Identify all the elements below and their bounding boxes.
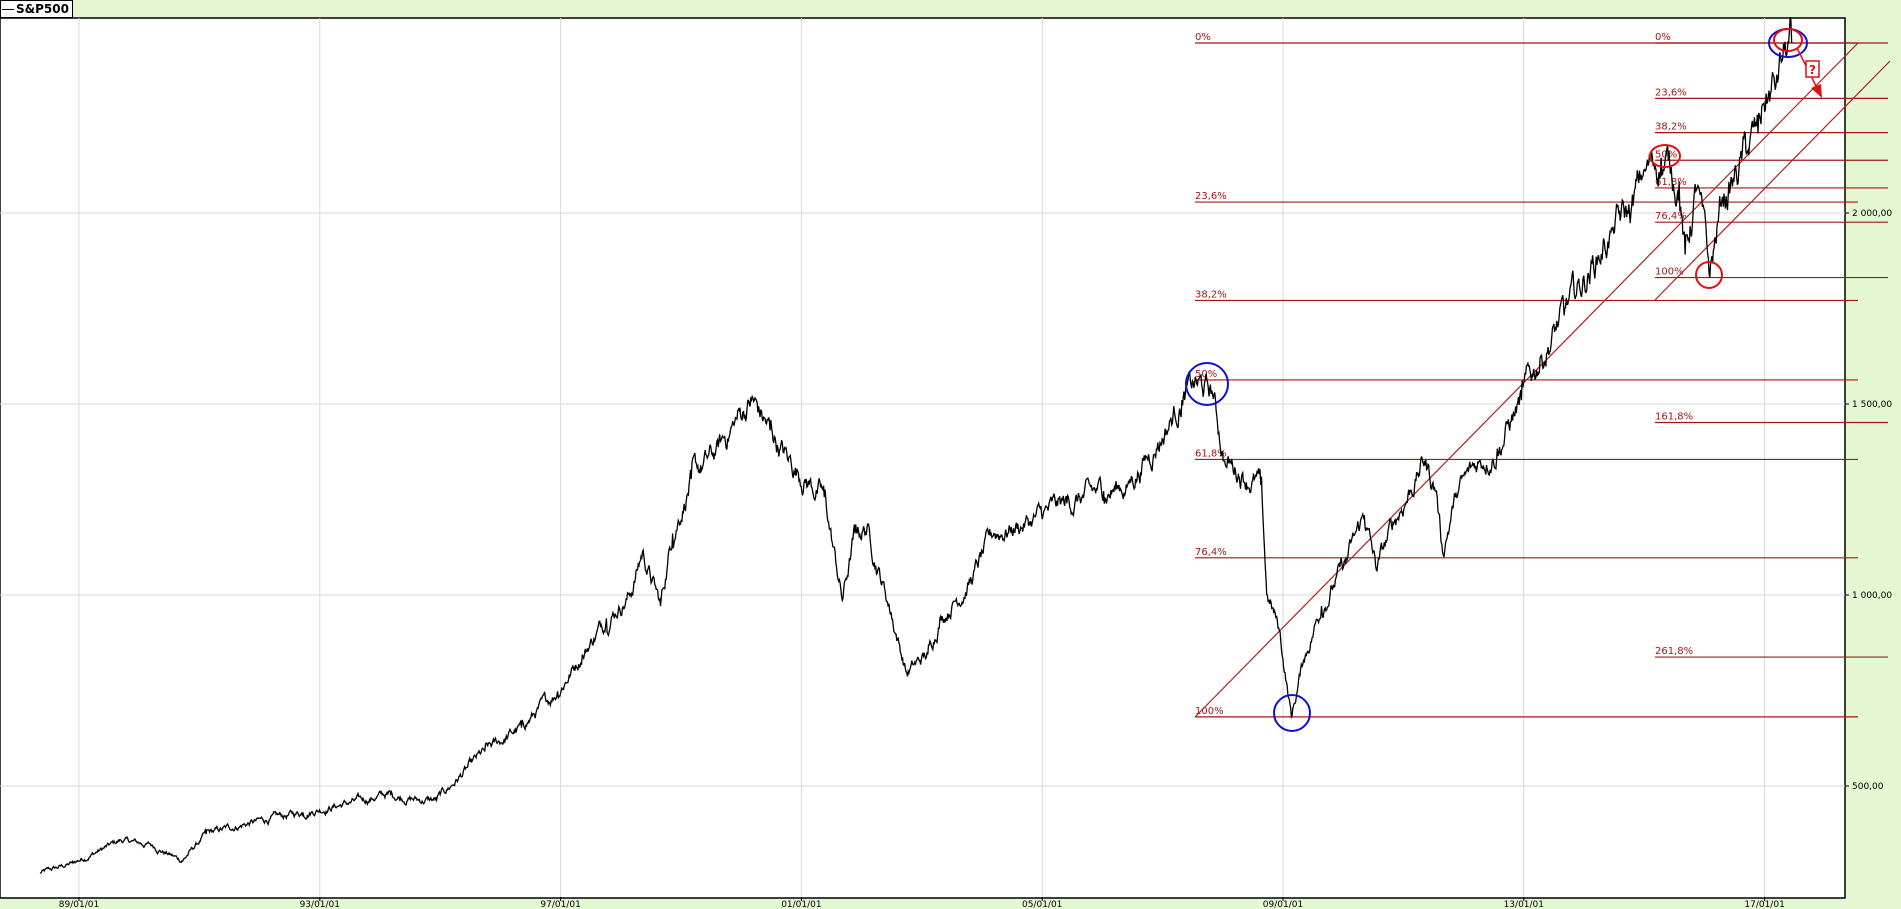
x-tick-label: 01/01/01 (781, 900, 821, 909)
blue-circle-2007-top (1185, 362, 1229, 406)
arrow-head-icon (1811, 84, 1822, 98)
x-tick-label: 89/01/01 (59, 900, 99, 909)
x-tick-label: 13/01/01 (1504, 900, 1544, 909)
red-circle-top (1773, 28, 1803, 52)
fib-level-label: 100% (1655, 267, 1684, 278)
trend-channel (1194, 42, 1891, 718)
y-tick-label: 2 000,00 (1852, 209, 1892, 219)
x-tick-label: 05/01/01 (1022, 900, 1062, 909)
fib-level-label: 23,6% (1655, 87, 1687, 98)
annotations: ? (1185, 28, 1822, 732)
trendline-parallel (1654, 60, 1891, 301)
fib-level-label: 261,8% (1655, 646, 1693, 657)
fib-level-label: 0% (1655, 32, 1671, 43)
x-tick-label: 97/01/01 (540, 900, 580, 909)
y-tick-label: 1 000,00 (1852, 591, 1892, 601)
fib-level-label: 0% (1195, 32, 1211, 43)
question-mark: ? (1809, 63, 1816, 77)
legend: S&P500 (0, 0, 73, 18)
fib-level-label: 38,2% (1655, 122, 1687, 133)
grid-lines (0, 18, 1845, 897)
fib-level-label: 100% (1195, 706, 1224, 717)
x-tick-label: 09/01/01 (1263, 900, 1303, 909)
fib-level-label: 61,8% (1195, 448, 1227, 459)
x-tick-label: 93/01/01 (300, 900, 340, 909)
red-circle-50pct (1649, 144, 1681, 168)
fib-level-label: 38,2% (1195, 289, 1227, 300)
legend-line-swatch (2, 8, 14, 10)
question-box (1805, 60, 1820, 78)
legend-label: S&P500 (16, 2, 69, 16)
y-tick-label: 500,00 (1852, 782, 1884, 792)
y-tick-label: 1 500,00 (1852, 400, 1892, 410)
fib-level-label: 61,8% (1655, 177, 1687, 188)
trendline-lower-support (1194, 42, 1859, 718)
red-circle-2016-low (1695, 261, 1723, 289)
fib-level-label: 76,4% (1655, 211, 1687, 222)
axes: 89/01/01 93/01/01 97/01/01 01/01/01 05/01/01… (59, 209, 1893, 909)
fib-level-label: 23,6% (1195, 191, 1227, 202)
fib-level-label: 76,4% (1195, 547, 1227, 558)
series-line-sp500 (39, 16, 1793, 874)
x-tick-label: 17/01/01 (1744, 900, 1784, 909)
plot-area (0, 17, 1846, 899)
blue-circle-2009-low (1273, 694, 1311, 732)
fib-level-label: 161,8% (1655, 412, 1693, 423)
